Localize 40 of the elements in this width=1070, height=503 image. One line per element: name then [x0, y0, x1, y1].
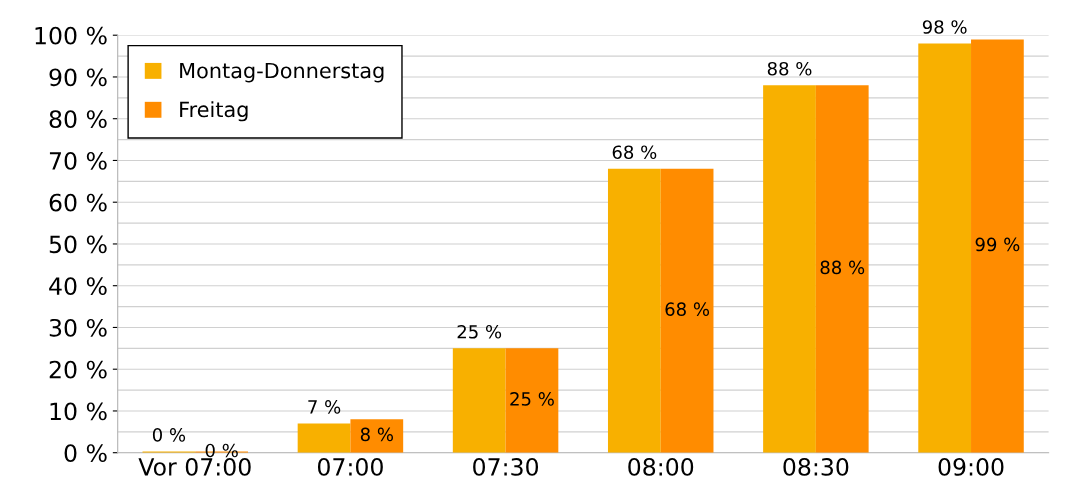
x-tick-label: 08:30: [783, 457, 849, 476]
y-tick-label: 60 %: [49, 193, 107, 212]
y-tick-label: 80 %: [49, 110, 107, 129]
x-tick-label: Vor 07:00: [138, 457, 251, 476]
data-label: 7 %: [308, 400, 341, 414]
data-label: 98 %: [922, 20, 967, 34]
legend-label: Montag-Donnerstag: [180, 62, 384, 83]
y-tick-label: 0 %: [64, 444, 107, 463]
y-tick-label: 20 %: [49, 360, 107, 379]
y-tick-label: 10 %: [50, 402, 107, 421]
data-label: 68 %: [612, 145, 657, 160]
bar: [297, 423, 351, 453]
legend-label: Freitag: [180, 101, 248, 122]
bar: [918, 43, 972, 453]
x-tick-label: 07:00: [317, 457, 383, 476]
bar: [505, 348, 559, 453]
x-tick-label: 09:00: [938, 457, 1004, 476]
data-label: 68 %: [665, 302, 710, 316]
y-tick-label: 40 %: [49, 277, 107, 296]
data-label: 25 %: [510, 392, 554, 406]
data-label: 99 %: [975, 237, 1020, 252]
bar: [815, 85, 869, 453]
bar: [971, 39, 1024, 453]
data-label: 0 %: [152, 428, 186, 442]
data-label: 88 %: [820, 260, 865, 275]
x-tick-label: 08:00: [628, 457, 694, 476]
y-tick-label: 100 %: [35, 26, 107, 45]
data-label: 88 %: [767, 61, 812, 76]
bar: [452, 348, 506, 453]
bar: [607, 168, 661, 453]
y-tick-label: 70 %: [49, 151, 107, 170]
data-label: 8 %: [360, 427, 393, 442]
bar: [660, 168, 714, 453]
x-tick-label: 07:30: [473, 457, 539, 476]
y-tick-label: 50 %: [49, 235, 107, 254]
data-label: 25 %: [457, 324, 502, 339]
bar: [350, 419, 404, 453]
y-tick-label: 90 %: [49, 68, 107, 87]
y-tick-label: 30 %: [49, 318, 107, 337]
bar: [763, 85, 816, 453]
